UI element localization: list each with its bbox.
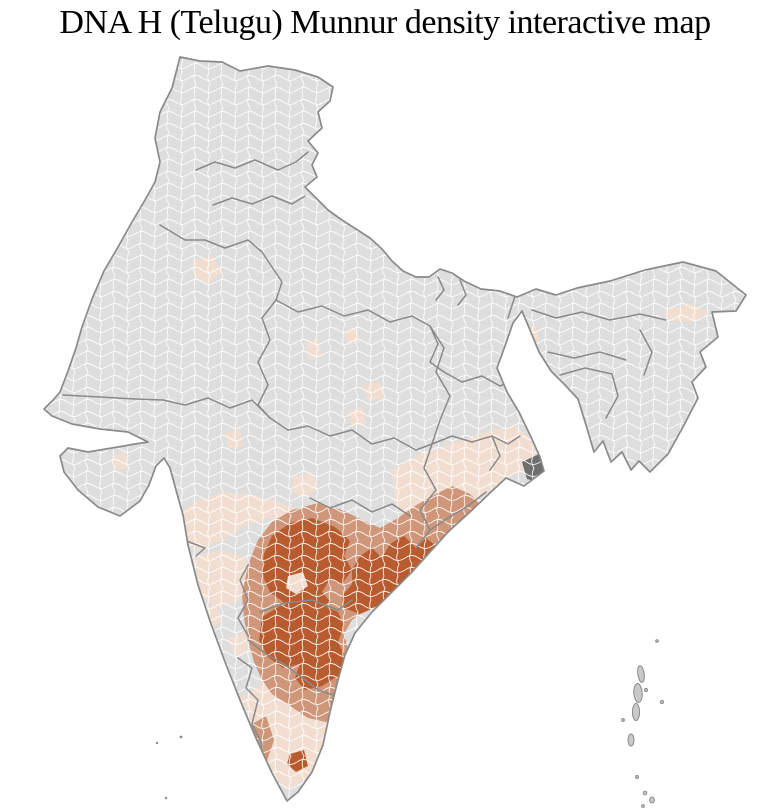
andaman-nicobar-islands (621, 639, 664, 808)
district-mesh-overlay (44, 57, 746, 801)
page-title: DNA H (Telugu) Munnur density interactiv… (59, 4, 711, 41)
lakshadweep-islands (155, 735, 183, 800)
density-region-low[interactable] (240, 750, 260, 782)
state-borders (62, 151, 667, 799)
india-coastline (43, 56, 747, 802)
density-region-medium[interactable] (368, 750, 394, 778)
